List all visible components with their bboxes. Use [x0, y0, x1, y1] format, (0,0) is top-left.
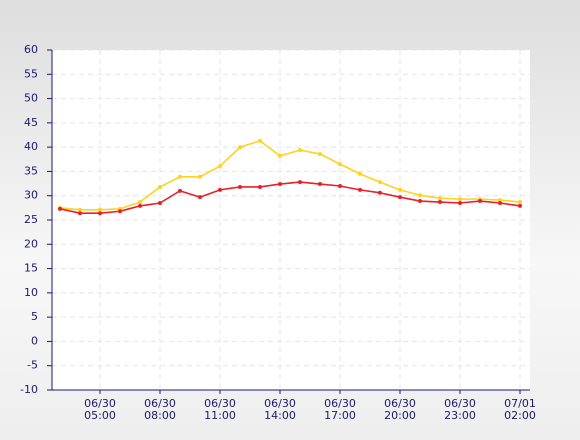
point: [258, 138, 262, 143]
point: [218, 187, 222, 192]
x-tick-label: 06/30 14:00: [264, 397, 296, 422]
point: [298, 148, 302, 153]
series-line: [59, 139, 521, 211]
point: [358, 171, 362, 176]
point: [378, 180, 382, 185]
x-tick-label: 06/30 11:00: [204, 397, 236, 422]
point: [518, 200, 522, 205]
point: [478, 199, 482, 204]
x-tick-label: 06/30 05:00: [84, 397, 116, 422]
y-tick-label: 20: [24, 237, 38, 250]
y-tick-label: -5: [27, 359, 38, 372]
point: [98, 207, 102, 212]
point: [138, 203, 142, 208]
y-tick-label: 55: [24, 67, 38, 80]
point: [498, 201, 502, 205]
x-tick-label: 07/01 02:00: [504, 397, 536, 422]
point: [318, 151, 322, 156]
y-tick-label: 25: [24, 213, 38, 226]
point: [418, 193, 422, 198]
point: [158, 184, 162, 189]
point: [238, 145, 242, 150]
point: [198, 174, 202, 179]
y-tick-label: -10: [20, 383, 38, 396]
point: [238, 184, 242, 189]
point: [138, 200, 142, 205]
point: [398, 187, 402, 192]
point: [438, 200, 442, 205]
y-tick-label: 60: [24, 43, 38, 56]
point: [318, 182, 322, 187]
y-tick-label: 30: [24, 189, 38, 202]
point: [458, 201, 462, 205]
point: [278, 182, 282, 187]
point: [218, 164, 222, 169]
point: [518, 203, 522, 208]
point: [438, 196, 442, 201]
point: [298, 180, 302, 185]
x-tick-label: 06/30 08:00: [144, 397, 176, 422]
point: [418, 199, 422, 204]
y-tick-label: 50: [24, 92, 38, 105]
point: [458, 197, 462, 202]
point: [178, 188, 182, 193]
point: [98, 211, 102, 216]
y-tick-label: 5: [31, 310, 38, 323]
point: [498, 198, 502, 203]
x-tick-label: 06/30 20:00: [384, 397, 416, 422]
y-tick-label: 35: [24, 164, 38, 177]
point: [78, 207, 82, 212]
point: [58, 206, 62, 211]
point: [178, 174, 182, 179]
point: [338, 184, 342, 188]
point: [198, 195, 202, 200]
point: [378, 190, 382, 195]
x-tick-label: 06/30 17:00: [324, 397, 356, 422]
point: [358, 187, 362, 192]
point: [278, 153, 282, 158]
series-line: [59, 181, 521, 214]
y-tick-label: 0: [31, 334, 38, 347]
point: [118, 209, 122, 214]
point: [158, 201, 162, 205]
point: [338, 162, 342, 167]
y-tick-label: 45: [24, 116, 38, 129]
point: [258, 184, 262, 189]
point: [78, 211, 82, 216]
y-tick-label: 15: [24, 262, 38, 275]
point: [398, 195, 402, 200]
y-tick-label: 40: [24, 140, 38, 153]
y-tick-label: 10: [24, 286, 38, 299]
x-tick-label: 06/30 23:00: [444, 397, 476, 422]
